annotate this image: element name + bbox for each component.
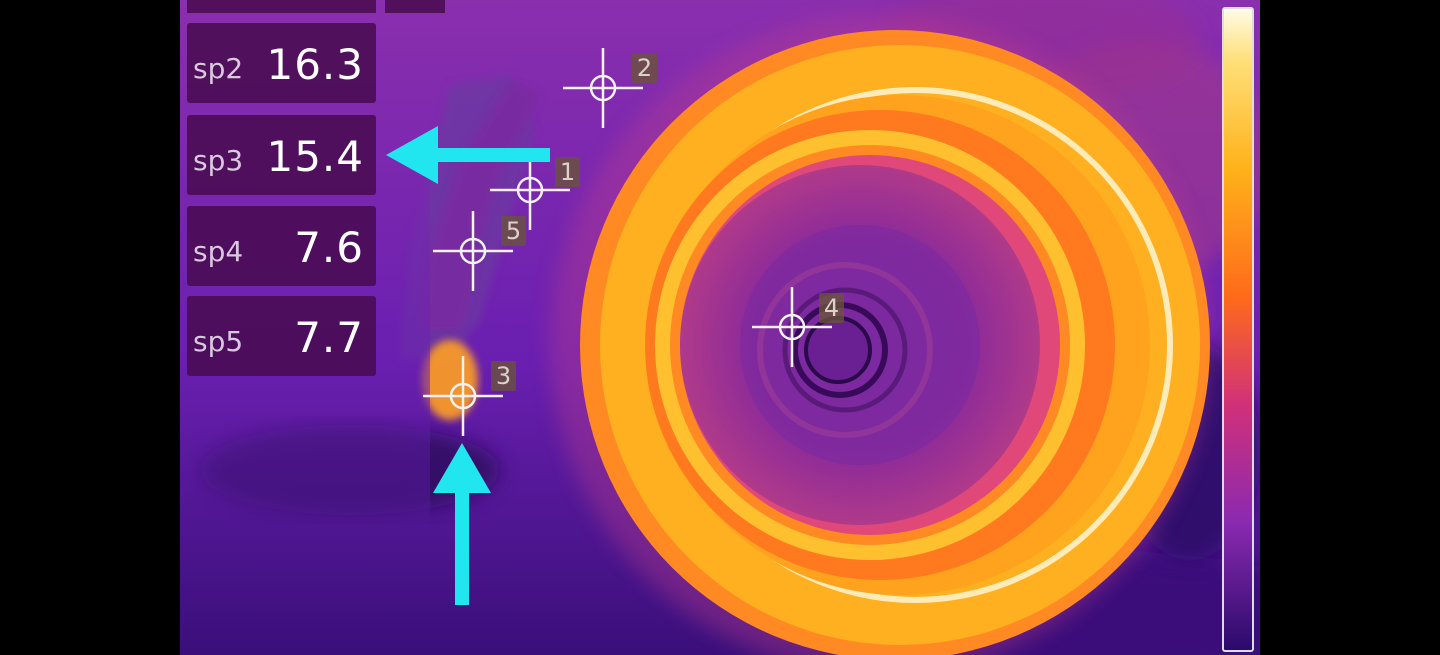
marker-label-1: 1 <box>555 157 580 187</box>
crosshair-markers <box>423 48 832 436</box>
marker-label-4: 4 <box>819 293 844 323</box>
spot-value: 16.3 <box>266 40 364 89</box>
spot-reading-sp2: sp2 16.3 <box>187 23 376 103</box>
spot-reading-sp3: sp3 15.4 <box>187 115 376 195</box>
spot-label: sp2 <box>193 52 244 85</box>
annotation-arrows <box>386 126 550 605</box>
spot-label: sp4 <box>193 235 244 268</box>
spot-reading-sp4: sp4 7.6 <box>187 206 376 286</box>
marker-label-3: 3 <box>491 361 516 391</box>
thermal-scene <box>180 0 1260 655</box>
spot-value: 7.7 <box>294 313 364 362</box>
spot-reading-sp5: sp5 7.7 <box>187 296 376 376</box>
marker-label-5: 5 <box>501 216 526 246</box>
marker-label-2: 2 <box>632 53 657 83</box>
spot-panel-stub <box>385 0 445 13</box>
spot-value: 7.6 <box>294 223 364 272</box>
thermal-image: sp2 16.3 sp3 15.4 sp4 7.6 sp5 7.7 1 2 3 … <box>180 0 1260 655</box>
spot-panel-stub <box>187 0 376 13</box>
spot-label: sp5 <box>193 325 244 358</box>
spot-value: 15.4 <box>266 132 364 181</box>
spot-label: sp3 <box>193 144 244 177</box>
temperature-scale-bar <box>1222 7 1254 652</box>
